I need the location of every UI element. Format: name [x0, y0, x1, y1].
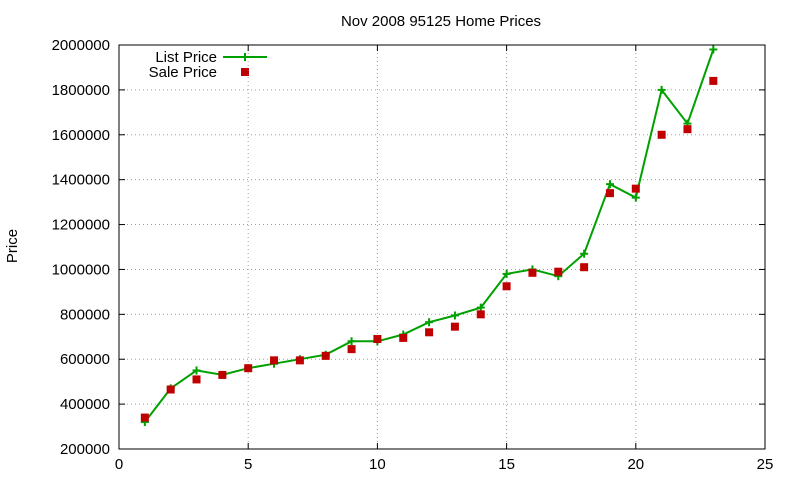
- list-price-point: [631, 193, 640, 202]
- sale-price-point: [166, 385, 175, 394]
- sale-price-point: [373, 335, 382, 344]
- list-price-point: [192, 366, 201, 375]
- list-price-line: [144, 49, 715, 423]
- y-tick-label: 1800000: [52, 82, 110, 99]
- x-tick-label: 5: [244, 456, 252, 473]
- sale-price-point: [502, 282, 511, 291]
- series-layer: [140, 45, 718, 427]
- sale-price-point: [580, 263, 589, 272]
- sale-price-point: [631, 184, 640, 193]
- x-tick-label: 10: [369, 456, 386, 473]
- list-price-point: [580, 249, 589, 258]
- sale-price-point: [347, 345, 356, 354]
- sale-price-point: [554, 267, 563, 276]
- legend-label-list-price: List Price: [155, 49, 217, 66]
- sale-price-point: [218, 370, 227, 379]
- sale-price-point: [709, 76, 718, 85]
- y-tick-label: 1600000: [52, 127, 110, 144]
- x-tick-label: 15: [498, 456, 515, 473]
- y-tick-label: 600000: [60, 351, 110, 368]
- sale-price-point: [321, 351, 330, 360]
- x-tick-label: 25: [757, 456, 774, 473]
- sale-price-point: [270, 356, 279, 365]
- sale-price-point: [476, 310, 485, 319]
- grid-layer: [119, 45, 765, 449]
- sale-price-point: [450, 322, 459, 331]
- list-price-point: [709, 45, 718, 54]
- y-tick-label: 800000: [60, 306, 110, 323]
- sale-price-point: [399, 333, 408, 342]
- chart-title: Nov 2008 95125 Home Prices: [341, 13, 541, 30]
- y-tick-label: 400000: [60, 396, 110, 413]
- sale-price-point: [605, 189, 614, 198]
- y-tick-label: 200000: [60, 441, 110, 458]
- list-price-point: [425, 318, 434, 327]
- list-price-point: [347, 337, 356, 346]
- y-tick-label: 2000000: [52, 37, 110, 54]
- axis-layer: 0 5 10 15 20 25 200000 400000 600000 800000 100000…: [52, 37, 774, 473]
- legend-swatch-sale-square: [241, 68, 249, 76]
- list-price-point: [502, 269, 511, 278]
- sale-price-point: [657, 130, 666, 139]
- sale-price-point: [244, 364, 253, 373]
- list-price-point: [605, 180, 614, 189]
- x-tick-label: 0: [115, 456, 123, 473]
- sale-price-point: [140, 413, 149, 422]
- sale-price-point: [192, 375, 201, 384]
- list-price-point: [476, 303, 485, 312]
- y-tick-label: 1200000: [52, 217, 110, 234]
- list-price-point: [657, 85, 666, 94]
- list-price-point: [450, 311, 459, 320]
- sale-price-point: [683, 125, 692, 134]
- sale-price-point: [295, 356, 304, 365]
- y-axis-label: Price: [4, 229, 21, 263]
- sale-price-point: [528, 268, 537, 277]
- y-tick-label: 1000000: [52, 261, 110, 278]
- y-tick-label: 1400000: [52, 172, 110, 189]
- sale-price-point: [425, 328, 434, 337]
- plot-border: [118, 44, 766, 450]
- legend-label-sale-price: Sale Price: [149, 64, 217, 81]
- x-tick-label: 20: [627, 456, 644, 473]
